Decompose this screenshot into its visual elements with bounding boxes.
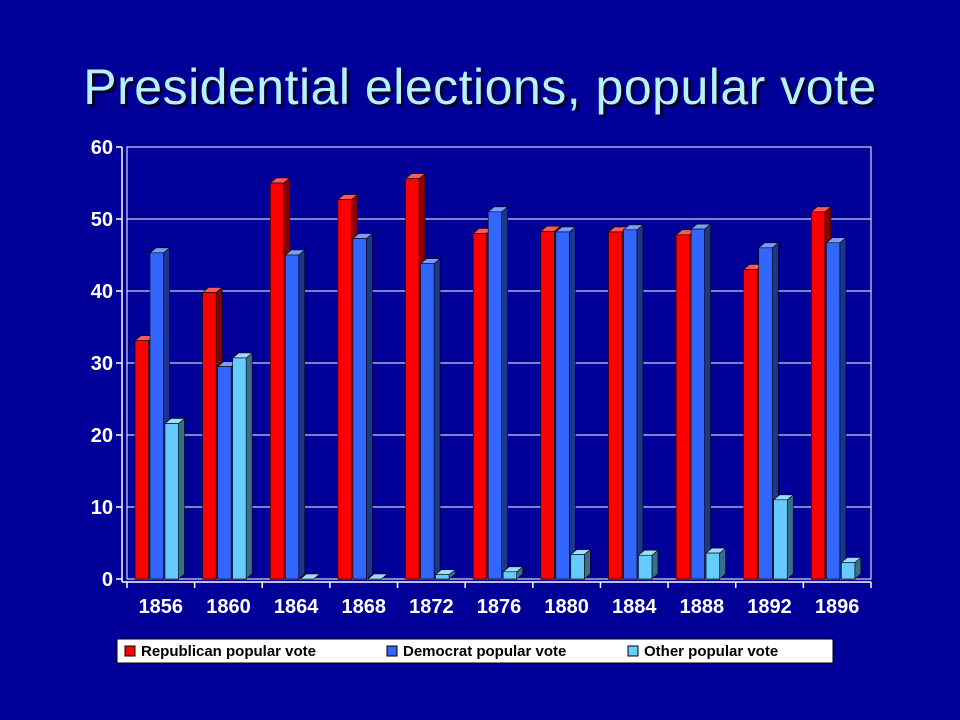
x-tick-label: 1856: [139, 596, 184, 618]
legend-box: [116, 638, 834, 664]
x-tick-label: 1892: [747, 596, 792, 618]
bar: [367, 573, 389, 580]
x-tick-label: 1896: [815, 596, 860, 618]
bar: [825, 237, 847, 580]
x-tick-label: 1888: [680, 596, 725, 618]
bar: [554, 226, 577, 580]
bar: [419, 257, 441, 580]
bars: [134, 173, 862, 580]
bar: [622, 224, 644, 580]
legend-swatch: [124, 645, 136, 657]
y-tick-label: 60: [91, 137, 113, 159]
y-tick-label: 10: [91, 497, 113, 519]
legend-label: Democrat popular vote: [403, 643, 566, 660]
bar: [569, 548, 592, 580]
legend-swatch: [627, 645, 639, 657]
x-tick-label: 1868: [341, 596, 386, 618]
y-tick-label: 0: [102, 569, 113, 591]
bar: [231, 352, 253, 580]
bar: [352, 232, 374, 580]
axes: 0 10 20 30 40 50 60 1856 1860 1864 1868 1872 1876 188…: [91, 137, 872, 618]
x-tick-label: 1860: [206, 596, 251, 618]
x-tick-label: 1864: [274, 596, 319, 618]
bar: [840, 556, 862, 580]
legend-label: Republican popular vote: [141, 643, 316, 660]
bar: [690, 223, 712, 580]
bar: [487, 206, 509, 580]
bar: [502, 566, 524, 580]
legend-label: Other popular vote: [644, 643, 778, 660]
bar: [284, 249, 306, 580]
bar: [772, 494, 795, 580]
bar: [637, 549, 659, 580]
y-tick-label: 50: [91, 209, 113, 231]
x-tick-label: 1872: [409, 596, 454, 618]
y-tick-label: 30: [91, 353, 113, 375]
y-tick-label: 40: [91, 281, 113, 303]
bar: [434, 569, 456, 580]
bar: [164, 417, 186, 580]
bar: [757, 242, 780, 580]
legend-swatch: [386, 645, 398, 657]
x-tick-label: 1884: [612, 596, 657, 618]
x-tick-label: 1876: [477, 596, 522, 618]
y-tick-label: 20: [91, 425, 113, 447]
x-tick-label: 1880: [544, 596, 589, 618]
slide-title: Presidential elections, popular vote: [83, 59, 877, 115]
legend: Republican popular vote Democrat popular …: [116, 638, 834, 664]
bar: [705, 547, 727, 580]
bar: [299, 573, 321, 580]
